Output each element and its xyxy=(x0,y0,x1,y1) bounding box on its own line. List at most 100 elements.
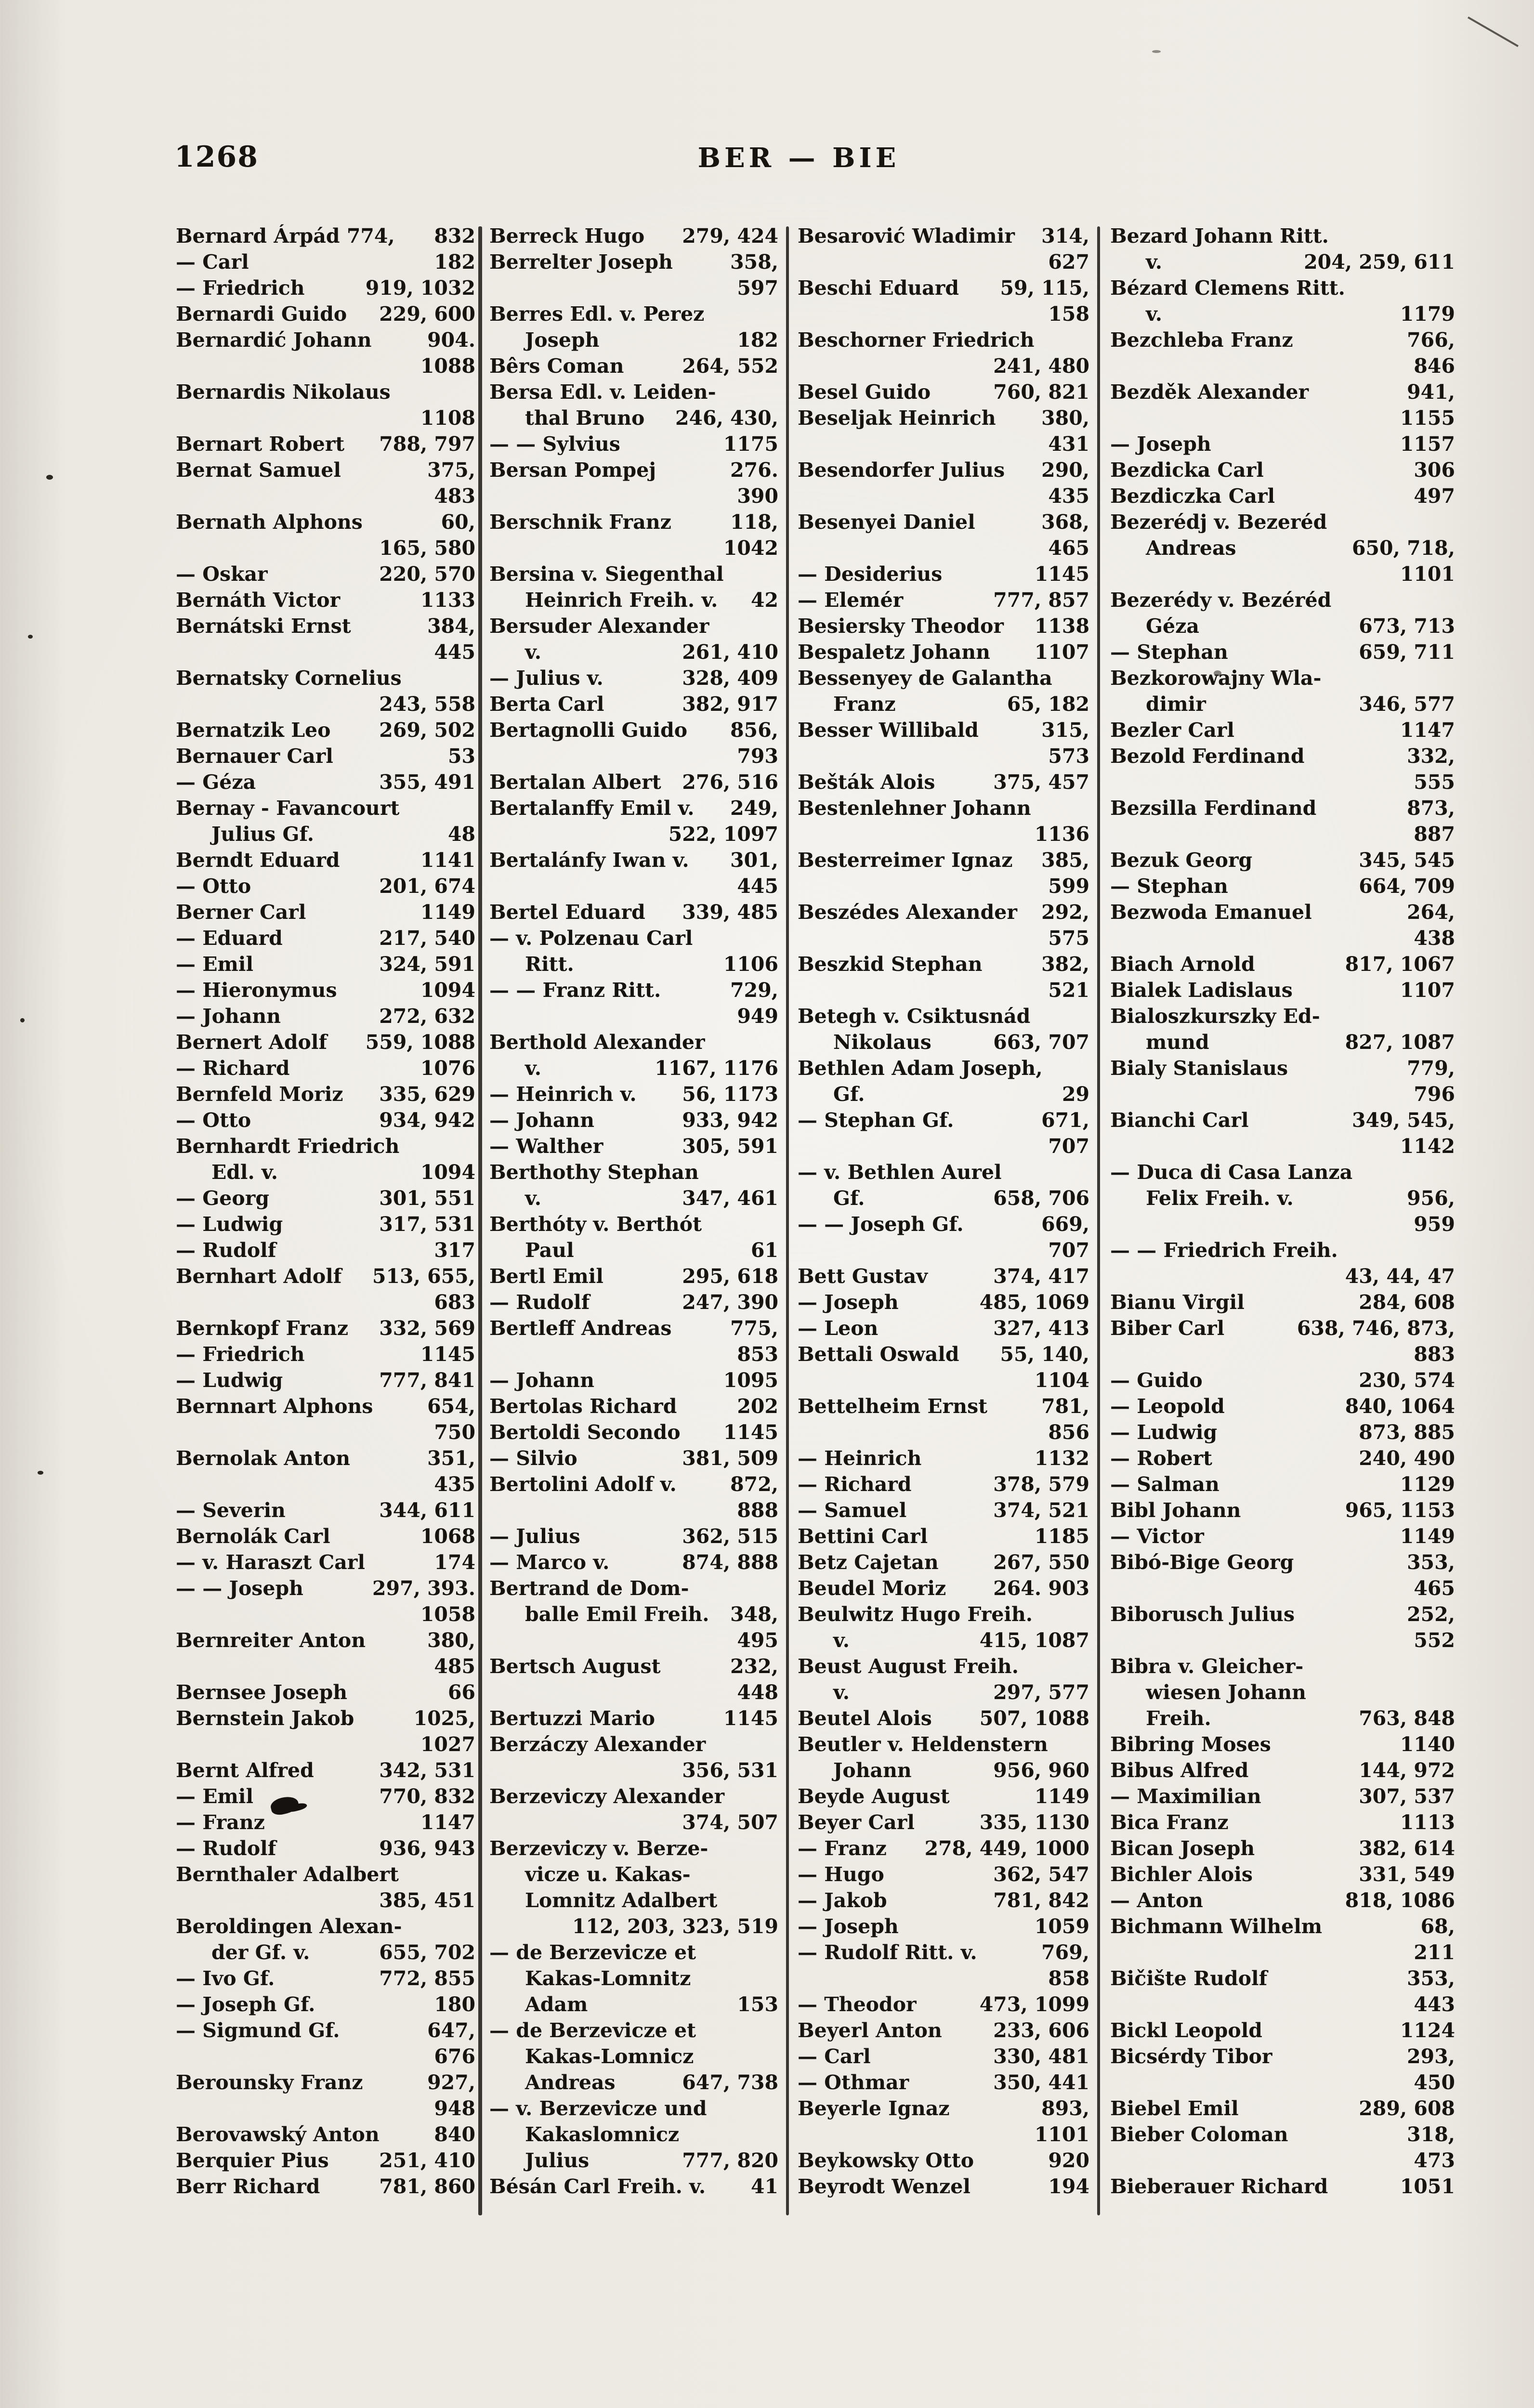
index-entry-line: 211 xyxy=(1110,1939,1455,1965)
index-entry-line: — Heinrich v. 56, 1173 xyxy=(489,1081,778,1107)
entry-page-numbers: 385, 451 xyxy=(379,1889,475,1912)
index-entry-line: 495 xyxy=(489,1627,778,1653)
entry-name: Bertalan Albert xyxy=(489,771,661,794)
index-entry-line: Géza 673, 713 xyxy=(1110,613,1455,639)
entry-page-numbers: 483 xyxy=(434,484,475,508)
entry-name: Berthold Alexander xyxy=(489,1031,705,1054)
index-entry-line: — Géza 355, 491 xyxy=(176,769,475,795)
index-entry-line: 473 xyxy=(1110,2147,1455,2173)
entry-page-numbers: 1129 xyxy=(1400,1473,1455,1496)
index-entry-line: — v. Haraszt Carl 174 xyxy=(176,1549,475,1575)
index-entry-line: Bessenyey de Galantha xyxy=(798,665,1089,691)
index-entry-line: Berr Richard 781, 860 xyxy=(176,2173,475,2199)
entry-page-numbers: 292, xyxy=(1041,901,1089,924)
entry-name: — v. Polzenau Carl xyxy=(489,927,693,950)
entry-name: Lomnitz Adalbert xyxy=(525,1889,718,1912)
entry-page-numbers: 55, 140, xyxy=(1000,1343,1089,1366)
index-entry-line: Bernay - Favancourt xyxy=(176,795,475,821)
entry-page-numbers: 327, 413 xyxy=(993,1317,1089,1340)
index-entry-line: Bernardis Nikolaus xyxy=(176,379,475,405)
entry-name: Bernert Adolf xyxy=(176,1031,328,1054)
index-entry-line: Bianchi Carl 349, 545, xyxy=(1110,1107,1455,1133)
entry-page-numbers: 1145 xyxy=(1034,563,1089,586)
index-entry-line: — Franz 1147 xyxy=(176,1809,475,1835)
entry-name: Bespaletz Johann xyxy=(798,641,990,664)
entry-name: Bersan Pompej xyxy=(489,458,656,482)
index-entry-line: Bernreiter Anton 380, xyxy=(176,1627,475,1653)
index-entry-line: Heinrich Freih. v. 42 xyxy=(489,587,778,613)
entry-name: Berschnik Franz xyxy=(489,510,671,534)
entry-page-numbers: 465 xyxy=(1048,537,1089,560)
entry-page-numbers: 599 xyxy=(1048,875,1089,898)
index-entry-line: Bersuder Alexander xyxy=(489,613,778,639)
entry-name: — Anton xyxy=(1110,1889,1203,1912)
entry-page-numbers: 779, xyxy=(1407,1057,1455,1080)
index-entry-line: Biebel Emil 289, 608 xyxy=(1110,2095,1455,2121)
entry-name: Bichmann Wilhelm xyxy=(1110,1915,1323,1938)
entry-name: Bernardi Guido xyxy=(176,302,347,326)
index-entry-line: v. 297, 577 xyxy=(798,1679,1089,1705)
index-entry-line: Beudel Moriz 264. 903 xyxy=(798,1575,1089,1601)
entry-name: Bica Franz xyxy=(1110,1811,1229,1834)
entry-page-numbers: 887 xyxy=(1414,823,1455,846)
index-entry-line: — Franz 278, 449, 1000 xyxy=(798,1835,1089,1861)
entry-name: Bernatzik Leo xyxy=(176,719,331,742)
index-entry-line: Bertoldi Secondo 1145 xyxy=(489,1419,778,1445)
index-entry-line: Bernart Robert 788, 797 xyxy=(176,431,475,457)
entry-name: Bezuk Georg xyxy=(1110,849,1253,872)
entry-name: Berreck Hugo xyxy=(489,224,645,248)
entry-page-numbers: 883 xyxy=(1414,1343,1455,1366)
entry-name: — Friedrich xyxy=(176,276,305,300)
entry-page-numbers: 201, 674 xyxy=(379,875,475,898)
index-entry-line: v. 1179 xyxy=(1110,301,1455,327)
entry-name: Bernardis Nikolaus xyxy=(176,380,391,404)
index-entry-line: — Georg 301, 551 xyxy=(176,1185,475,1211)
entry-name: v. xyxy=(525,1057,541,1080)
entry-page-numbers: 317, 531 xyxy=(379,1213,475,1236)
entry-page-numbers: 654, xyxy=(427,1395,475,1418)
index-entry-line: — Friedrich 919, 1032 xyxy=(176,275,475,301)
entry-name: Bertalanffy Emil v. xyxy=(489,797,695,820)
index-entry-line: Bialek Ladislaus 1107 xyxy=(1110,977,1455,1003)
entry-page-numbers: 840 xyxy=(434,2123,475,2146)
index-entry-line: — Rudolf 247, 390 xyxy=(489,1289,778,1315)
index-entry-line: Biborusch Julius 252, xyxy=(1110,1601,1455,1627)
entry-page-numbers: 788, 797 xyxy=(379,432,475,456)
entry-page-numbers: 904. xyxy=(427,328,475,352)
entry-page-numbers: 1157 xyxy=(1400,432,1455,456)
index-entry-line: — de Berzevicze et xyxy=(489,2017,778,2043)
entry-name: Bertleff Andreas xyxy=(489,1317,672,1340)
entry-page-numbers: 763, 848 xyxy=(1359,1707,1455,1730)
ink-speck xyxy=(28,635,33,639)
entry-name: Berres Edl. v. Perez xyxy=(489,302,705,326)
entry-page-numbers: 781, 860 xyxy=(379,2175,475,2198)
index-entry-line: thal Bruno 246, 430, xyxy=(489,405,778,431)
entry-page-numbers: 1149 xyxy=(1034,1785,1089,1808)
index-entry-line: dimir 346, 577 xyxy=(1110,691,1455,717)
index-entry-line: Bezsilla Ferdinand 873, xyxy=(1110,795,1455,821)
index-entry-line: v. 1167, 1176 xyxy=(489,1055,778,1081)
entry-page-numbers: 465 xyxy=(1414,1577,1455,1600)
column-divider-2 xyxy=(786,226,789,2215)
entry-page-numbers: 1145 xyxy=(723,1421,778,1444)
column-divider-3 xyxy=(1097,226,1100,2215)
entry-page-numbers: 1133 xyxy=(420,589,475,612)
entry-name: — Leopold xyxy=(1110,1395,1225,1418)
index-entry-line: 438 xyxy=(1110,925,1455,951)
entry-name: Beszédes Alexander xyxy=(798,901,1017,924)
entry-name: Besser Willibald xyxy=(798,719,979,742)
entry-page-numbers: 378, 579 xyxy=(993,1473,1089,1496)
index-entry-line: Bézard Clemens Ritt. xyxy=(1110,275,1455,301)
entry-page-numbers: 264. 903 xyxy=(993,1577,1089,1600)
entry-name: Berovawský Anton xyxy=(176,2123,380,2146)
index-column-2: Berreck Hugo 279, 424 Berrelter Joseph 358,… xyxy=(489,223,778,2199)
index-entry-line: Bezdicka Carl 306 xyxy=(1110,457,1455,483)
pen-stroke-small xyxy=(1468,16,1519,47)
entry-name: — v. Bethlen Aurel xyxy=(798,1161,1002,1184)
index-entry-line: 112, 203, 323, 519 xyxy=(489,1913,778,1939)
entry-page-numbers: 382, xyxy=(1041,953,1089,976)
index-entry-line: — Carl 182 xyxy=(176,249,475,275)
entry-name: — Julius v. xyxy=(489,667,603,690)
entry-page-numbers: 204, 259, 611 xyxy=(1304,250,1455,274)
entry-name: — Rudolf xyxy=(489,1291,590,1314)
